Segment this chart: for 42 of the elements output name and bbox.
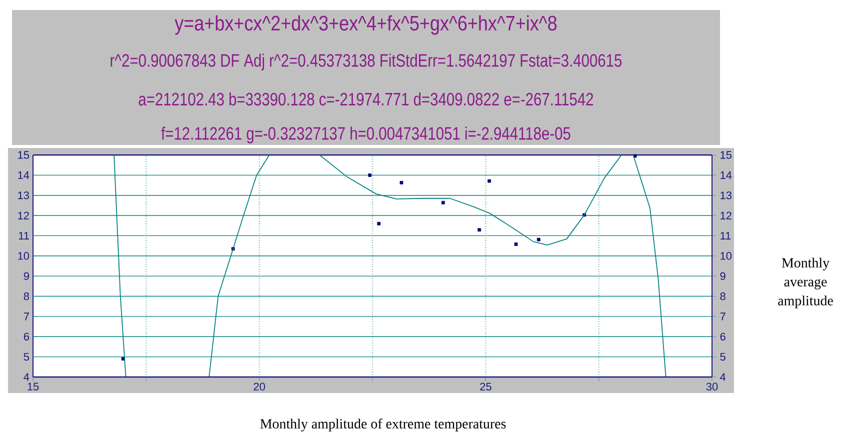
y-tick-label: 11	[720, 232, 731, 240]
y2-tick-label: 8	[24, 292, 30, 300]
y2-tick-label: 15	[18, 151, 30, 159]
y2-tick-label: 4	[24, 373, 30, 381]
y2-tick-label: 11	[18, 232, 29, 240]
y2-tick-label: 9	[24, 272, 29, 280]
x-axis-title: Monthly amplitude of extreme temperatures	[260, 418, 506, 432]
point	[488, 179, 491, 183]
x-tick-label: 25	[480, 382, 492, 391]
y-tick-label: 12	[720, 212, 732, 220]
y2-tick-label: 7	[24, 312, 29, 320]
point	[368, 173, 372, 177]
point	[514, 242, 518, 246]
y-tick-label: 4	[720, 373, 726, 381]
x-tick-label: 15	[28, 382, 39, 390]
x-tick-label: 20	[254, 382, 265, 391]
y-tick-label: 15	[720, 151, 732, 159]
y-tick-label: 5	[720, 352, 726, 361]
y-tick-label: 10	[720, 252, 732, 260]
point	[400, 180, 404, 184]
text: f=12.112261 g=-0.32327137 h=0.0047341051 i=-2.944118e-05	[161, 126, 570, 144]
y-axis-title: Monthly average amplitude	[778, 258, 833, 308]
y-tick-label: 7	[720, 312, 726, 320]
y2-tick-label: 12	[18, 212, 29, 220]
y-tick-label: 6	[720, 332, 726, 341]
text: r^2=0.90067843 DF Adj r^2=0.45373138 FitStdErr=1.5642197 Fstat=3.400615	[110, 54, 622, 70]
y2-tick-label: 6	[24, 332, 30, 341]
y2-tick-label: 14	[18, 171, 30, 179]
point	[536, 238, 540, 242]
y-tick-label: 8	[720, 292, 726, 300]
point	[441, 200, 445, 204]
x-tick-label: 30	[706, 382, 718, 391]
y2-tick-label: 5	[24, 352, 30, 361]
y-tick-label: 13	[720, 191, 732, 200]
point	[478, 228, 482, 232]
text: a=212102.43 b=33390.128 c=-21974.771 d=3409.0822 e=-267.11542	[138, 92, 593, 106]
y-tick-label: 14	[720, 171, 732, 179]
y2-tick-label: 10	[18, 252, 30, 260]
chart-title: y=a+bx+cx^2+dx^3+ex^4+fx^5+gx^6+hx^7+ix^8	[174, 15, 557, 35]
y-tick-label: 9	[720, 272, 726, 280]
y2-tick-label: 13	[18, 191, 30, 200]
point	[377, 222, 381, 226]
